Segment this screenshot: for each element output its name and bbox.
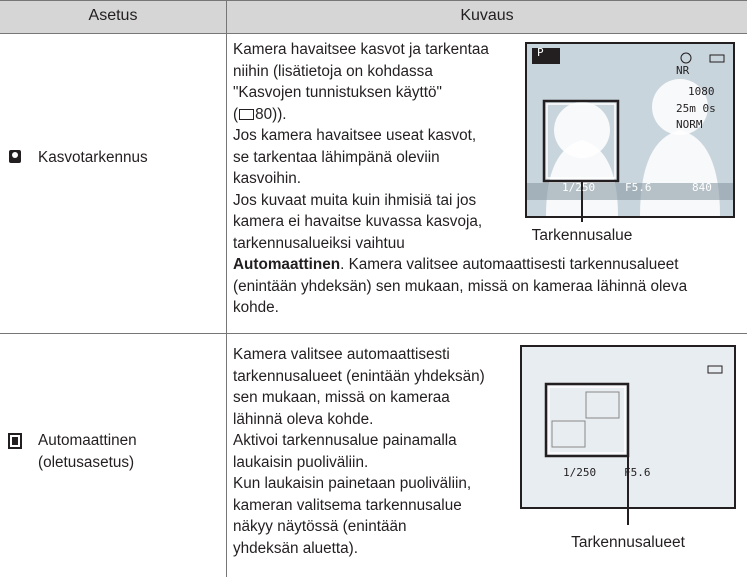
description-line: yhdeksän aluetta). — [233, 539, 359, 557]
description-line: laukaisin puoliväliin. — [233, 453, 369, 471]
description-line: Automaattinen. Kamera valitsee automaatt… — [233, 255, 679, 275]
screen-text: P — [537, 46, 544, 59]
description-line: näkyy näytössä (enintään — [233, 518, 407, 535]
auto-icon — [8, 433, 22, 449]
screen-text: F5.6 — [625, 181, 652, 194]
screen-text: 840 — [692, 181, 712, 194]
setting-label: (oletusasetus) — [38, 453, 135, 471]
description-line: Jos kuvaat muita kuin ihmisiä tai jos — [233, 191, 477, 209]
text: 80)). — [255, 105, 287, 123]
description-line: Kamera havaitsee kasvot ja tarkentaa — [233, 41, 489, 58]
bold-term: Automaattinen — [233, 256, 341, 273]
screen-text: 1/250 — [563, 466, 597, 479]
description-line: se tarkentaa lähimpänä oleviin — [233, 148, 440, 166]
face-icon — [9, 150, 21, 163]
text: ( — [233, 105, 239, 123]
description-line: (80)). — [233, 105, 287, 125]
screen-text: 1080 — [688, 85, 715, 98]
description-line: tarkennusalueiksi vaihtuu — [233, 234, 405, 252]
description-line: kohde. — [233, 299, 279, 316]
header-cell: Kuvaus — [460, 7, 514, 24]
text: . Kamera valitsee automaattisesti tarken… — [340, 256, 679, 273]
figure-caption: Tarkennusalue — [531, 227, 633, 244]
description-line: niihin (lisätietoja on kohdassa — [233, 62, 433, 80]
description-line: Jos kamera havaitsee useat kasvot, — [233, 127, 477, 144]
description-line: lähinnä oleva kohde. — [233, 410, 374, 428]
screen-text: NORM — [676, 118, 703, 131]
description-line: kasvoihin. — [233, 170, 302, 187]
description-line: Aktivoi tarkennusalue painamalla — [233, 432, 457, 449]
description-line: sen mukaan, missä on kameraa — [233, 389, 450, 406]
screen-text: 25m 0s — [676, 102, 716, 115]
description-line: (enintään yhdeksän) sen mukaan, missä on… — [233, 277, 688, 295]
screen-text: 1/250 — [562, 181, 596, 194]
description-line: Kamera valitsee automaattisesti — [233, 346, 450, 363]
description-line: kamera ei havaitse kuvassa kasvoja, — [233, 213, 483, 230]
description-line: "Kasvojen tunnistuksen käyttö" — [233, 84, 442, 101]
setting-label: Kasvotarkennus — [38, 149, 148, 166]
setting-label: Automaattinen — [38, 432, 137, 449]
book-icon — [239, 108, 255, 120]
description-line: tarkennusalueet (enintään yhdeksän) — [233, 367, 485, 385]
description-line: kameran valitsema tarkennusalue — [233, 496, 462, 514]
screen-text: F5.6 — [624, 466, 651, 479]
screen-text: NR — [676, 64, 690, 77]
description-line: Kun laukaisin painetaan puoliväliin, — [233, 475, 472, 492]
header-cell: Asetus — [88, 7, 138, 24]
figure-caption: Tarkennusalueet — [571, 534, 685, 551]
header-bg — [0, 0, 747, 33]
screen-illustration — [525, 42, 735, 222]
screen-illustration — [520, 345, 736, 525]
